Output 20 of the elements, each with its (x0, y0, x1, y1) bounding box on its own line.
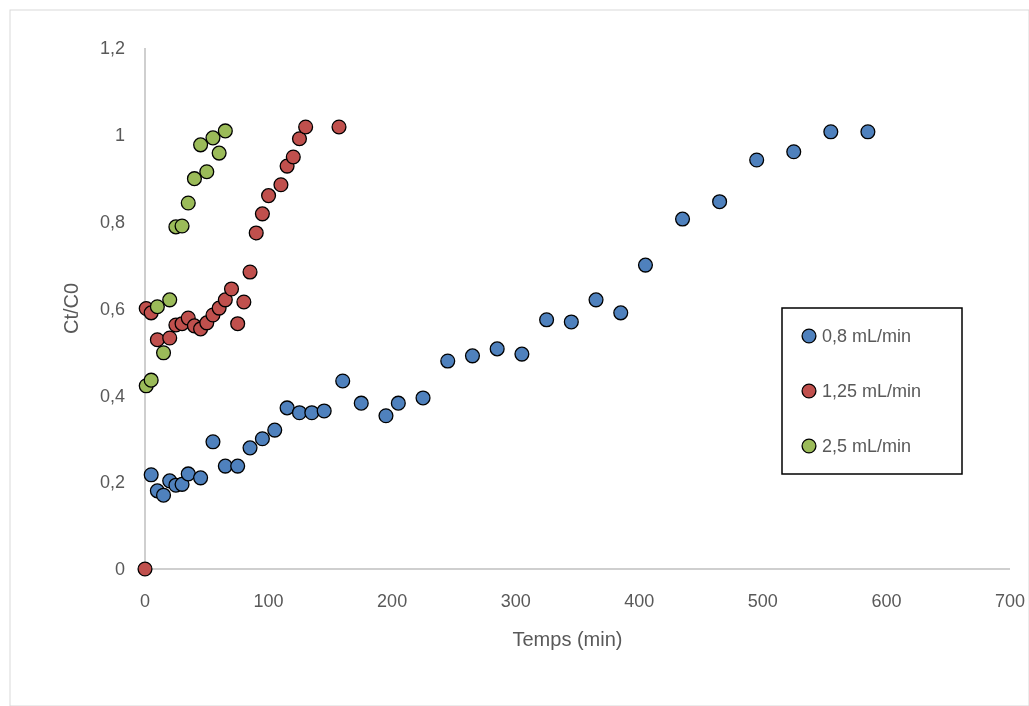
y-tick-label: 1 (114, 125, 125, 146)
y-tick-label: 0,2 (99, 472, 125, 493)
x-tick-label: 600 (871, 591, 902, 611)
y-tick-label: 0,6 (99, 298, 125, 319)
legend-label: 2,5 mL/min (822, 436, 912, 457)
y-tick-label: 0,8 (99, 211, 125, 232)
x-tick-label: 300 (500, 591, 531, 611)
legend-label: 1,25 mL/min (822, 381, 922, 402)
y-tick-label: 0 (114, 559, 125, 580)
legend-label: 0,8 mL/min (822, 326, 912, 347)
y-tick-label: 1,2 (99, 38, 125, 59)
y-axis-title: Ct/C0 (60, 282, 82, 335)
x-tick-label: 200 (377, 591, 408, 611)
x-tick-label: 400 (624, 591, 655, 611)
y-tick-label: 0,4 (99, 385, 125, 406)
x-tick-label: 700 (994, 591, 1026, 611)
x-axis-title: Temps (min) (512, 628, 623, 650)
x-tick-label: 100 (253, 591, 284, 611)
x-tick-label: 500 (747, 591, 778, 611)
x-tick-label: 0 (139, 591, 151, 611)
